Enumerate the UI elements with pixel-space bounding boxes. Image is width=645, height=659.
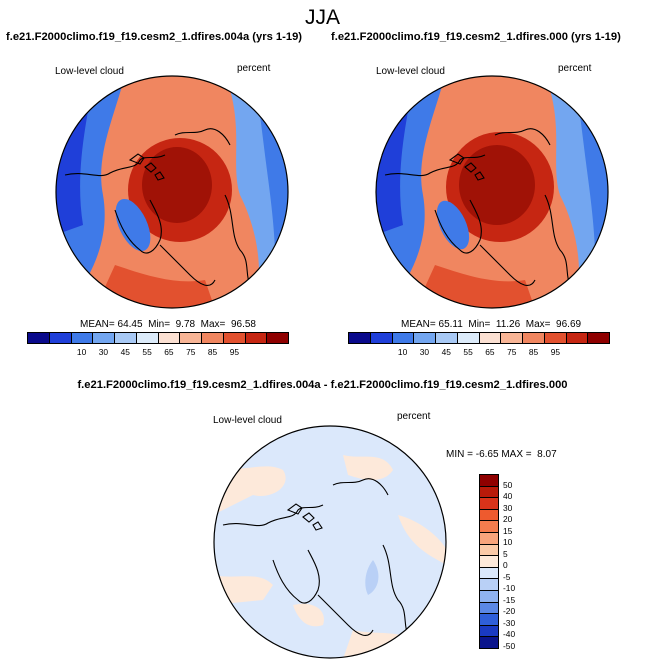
panel-2-colorbar-tick-label: 65 [485, 347, 495, 357]
panel-2-colorbar-swatch [501, 333, 523, 343]
panel-2-colorbar-tick-label: 30 [419, 347, 430, 357]
diff-colorbar-tick-label: 50 [503, 479, 513, 490]
panel-1-colorbar-swatch [49, 333, 72, 343]
diff-colorbar-tick-label: -30 [503, 617, 516, 628]
diff-title: f.e21.F2000climo.f19_f19.cesm2_1.dfires.… [77, 379, 568, 391]
diff-colorbar-tick-label: -20 [503, 606, 516, 617]
panel-2-colorbar-swatch [370, 333, 393, 343]
panel-1-title: f.e21.F2000climo.f19_f19.cesm2_1.dfires.… [6, 31, 303, 43]
panel-2-stats: MEAN= 65.11 Min= 11.26 Max= 96.69 [401, 319, 582, 330]
diff-colorbar-tick-label: -10 [503, 583, 516, 594]
diff-colorbar-tick-label: 10 [503, 537, 513, 548]
panel-2-colorbar-swatch [588, 333, 609, 343]
diff-units: percent [397, 411, 431, 422]
diff-colorbar-swatch [480, 614, 498, 626]
panel-1-colorbar-tick-label: 75 [186, 347, 196, 357]
panel-1-colorbar-swatch [245, 333, 268, 343]
diff-colorbar-swatch [480, 579, 498, 591]
panel-2-colorbar-tick-label: 55 [463, 347, 473, 357]
diff-colorbar-tick-label: -50 [503, 641, 516, 651]
diff-colorbar-tick-label: 5 [503, 548, 508, 559]
panel-1-colorbar-tick-label: 55 [142, 347, 152, 357]
panel-2-colorbar-swatch [414, 333, 436, 343]
panel-2-colorbar-swatch [523, 333, 545, 343]
diff-colorbar-swatch [480, 567, 498, 580]
diff-colorbar-tick-label: 20 [503, 514, 513, 525]
diff-colorbar-tick-label: 15 [503, 525, 513, 536]
panel-2-colorbar-tick-label: 75 [507, 347, 517, 357]
diff-colorbar-tick-label: 30 [503, 502, 513, 513]
panel-2-variable: Low-level cloud [376, 66, 445, 77]
panel-1-stats: MEAN= 64.45 Min= 9.78 Max= 96.58 [80, 319, 256, 330]
panel-2-colorbar-swatch [349, 333, 371, 343]
diff-map [213, 425, 447, 659]
diff-colorbar-swatch [480, 475, 498, 487]
diff-colorbar-tick-label: -15 [503, 594, 516, 605]
diff-colorbar [479, 474, 499, 649]
panel-2-colorbar-swatch [392, 333, 415, 343]
panel-1-colorbar-tick-label: 85 [207, 347, 218, 357]
panel-2-colorbar-swatch [457, 333, 480, 343]
panel-1-variable: Low-level cloud [55, 66, 124, 77]
diff-colorbar-swatch [480, 590, 498, 603]
panel-1-colorbar-swatch [180, 333, 202, 343]
diff-colorbar-swatch [480, 509, 498, 522]
season-title: JJA [304, 6, 340, 29]
panel-2-units: percent [558, 63, 592, 74]
panel-2-colorbar-swatch [479, 333, 502, 343]
diff-colorbar-swatch [480, 532, 498, 545]
panel-1-colorbar-tick-label: 30 [98, 347, 109, 357]
diff-colorbar-swatch [480, 602, 498, 615]
panel-2-colorbar-tick-label: 95 [550, 347, 561, 357]
diff-colorbar-swatch [480, 637, 498, 648]
panel-2-colorbar-tick-label: 45 [441, 347, 451, 357]
panel-2-colorbar-tick-label: 10 [397, 347, 408, 357]
diff-colorbar-labels: 50 40 30 20 15 10 5 0 -5 -10 -15 -20 -30 -40 -50 [503, 474, 533, 651]
panel-1-colorbar-swatch [158, 333, 181, 343]
panel-1-colorbar-swatch [115, 333, 137, 343]
diff-colorbar-swatch [480, 486, 498, 499]
panel-2-colorbar-swatch [566, 333, 589, 343]
panel-1-colorbar-tick-label: 95 [229, 347, 240, 357]
panel-1-map [55, 75, 289, 309]
panel-1-colorbar-swatch [267, 333, 288, 343]
panel-1-colorbar-tick-label: 45 [120, 347, 130, 357]
diff-colorbar-tick-label: 40 [503, 491, 513, 502]
diff-colorbar-tick-label: -40 [503, 629, 516, 640]
diff-colorbar-tick-label: -5 [503, 571, 511, 582]
panel-2-colorbar: 10 30 45 55 65 75 85 95 [348, 332, 610, 357]
panel-2-title: f.e21.F2000climo.f19_f19.cesm2_1.dfires.… [331, 31, 621, 43]
diff-colorbar-swatch [480, 625, 498, 638]
panel-1-colorbar: 10 30 45 55 65 75 85 95 [27, 332, 289, 357]
diff-colorbar-swatch [480, 544, 498, 557]
panel-2-map [375, 75, 609, 309]
panel-1-colorbar-swatch [28, 333, 50, 343]
diff-minmax: MIN = -6.65 MAX = 8.07 [446, 449, 557, 460]
panel-1-colorbar-swatch [223, 333, 246, 343]
panel-1-colorbar-tick-label: 10 [76, 347, 87, 357]
diff-colorbar-swatch [480, 521, 498, 533]
panel-1-colorbar-tick-label: 65 [164, 347, 174, 357]
panel-1-colorbar-swatch [202, 333, 224, 343]
panel-2-colorbar-tick-label: 85 [528, 347, 539, 357]
panel-2-colorbar-swatch [436, 333, 458, 343]
panel-1-colorbar-swatch [136, 333, 159, 343]
diff-variable: Low-level cloud [213, 415, 282, 426]
panel-1-units: percent [237, 63, 271, 74]
diff-colorbar-swatch [480, 498, 498, 510]
diff-colorbar-swatch [480, 556, 498, 568]
diff-colorbar-tick-label: 0 [503, 560, 508, 571]
panel-1-colorbar-swatch [93, 333, 115, 343]
panel-1-colorbar-swatch [71, 333, 94, 343]
panel-2-colorbar-swatch [544, 333, 567, 343]
